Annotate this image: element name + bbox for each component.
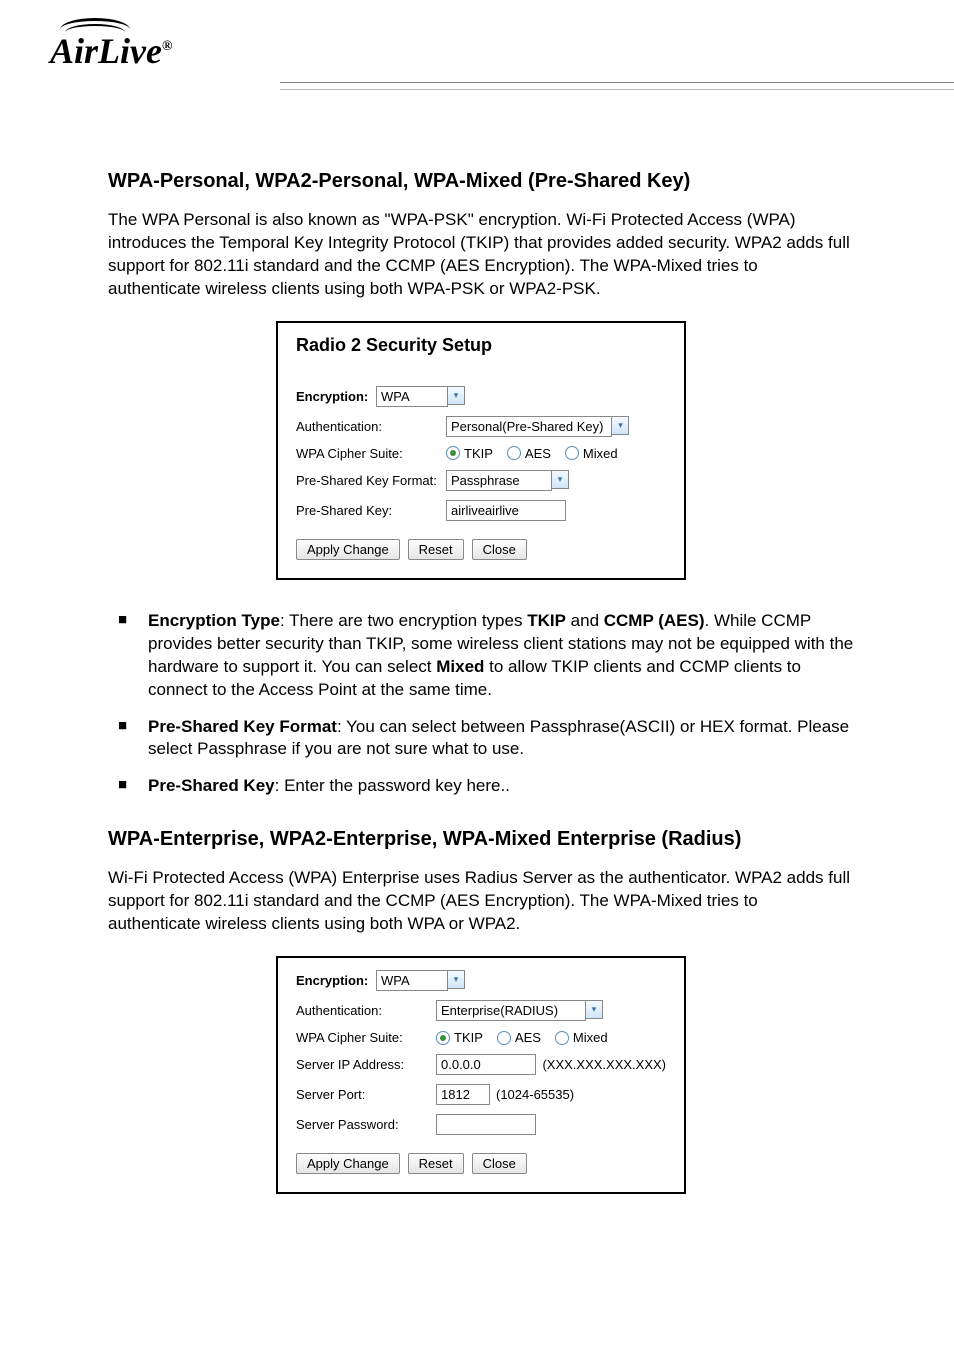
psk-input[interactable]: airliveairlive	[446, 500, 566, 521]
close-button-2[interactable]: Close	[472, 1153, 527, 1174]
section1-title: WPA-Personal, WPA2-Personal, WPA-Mixed (…	[108, 170, 854, 193]
cipher-label-2: WPA Cipher Suite:	[296, 1030, 436, 1045]
reset-button-2[interactable]: Reset	[408, 1153, 464, 1174]
server-ip-label: Server IP Address:	[296, 1057, 436, 1072]
page-header: AirLive®	[0, 0, 954, 130]
section2-title: WPA-Enterprise, WPA2-Enterprise, WPA-Mix…	[108, 828, 854, 851]
bullet-list-1: Encryption Type: There are two encryptio…	[108, 610, 854, 799]
psk-format-label: Pre-Shared Key Format:	[296, 473, 446, 488]
header-divider	[280, 82, 954, 90]
apply-change-button[interactable]: Apply Change	[296, 539, 400, 560]
apply-change-button-2[interactable]: Apply Change	[296, 1153, 400, 1174]
server-ip-hint: (XXX.XXX.XXX.XXX)	[542, 1057, 666, 1072]
authentication-label-2: Authentication:	[296, 1003, 436, 1018]
cipher-radio-aes-2[interactable]: AES	[497, 1030, 541, 1045]
logo: AirLive®	[50, 30, 172, 72]
encryption-select[interactable]: WPA	[376, 386, 448, 407]
server-password-input[interactable]	[436, 1114, 536, 1135]
cipher-radio-mixed-2[interactable]: Mixed	[555, 1030, 608, 1045]
server-password-label: Server Password:	[296, 1117, 436, 1132]
encryption-select-2[interactable]: WPA	[376, 970, 448, 991]
chevron-down-icon[interactable]: ▾	[447, 970, 465, 989]
authentication-select[interactable]: Personal(Pre-Shared Key)	[446, 416, 612, 437]
cipher-radio-tkip-2[interactable]: TKIP	[436, 1030, 483, 1045]
psk-format-select[interactable]: Passphrase	[446, 470, 552, 491]
server-port-hint: (1024-65535)	[496, 1087, 574, 1102]
bullet-psk-format: Pre-Shared Key Format: You can select be…	[108, 716, 854, 762]
security-setup-panel-1: Radio 2 Security Setup Encryption: WPA ▾…	[276, 321, 686, 580]
encryption-label-2: Encryption:	[296, 973, 376, 988]
cipher-radio-tkip[interactable]: TKIP	[446, 446, 493, 461]
chevron-down-icon[interactable]: ▾	[447, 386, 465, 405]
chevron-down-icon[interactable]: ▾	[611, 416, 629, 435]
server-ip-input[interactable]: 0.0.0.0	[436, 1054, 536, 1075]
section2-paragraph: Wi-Fi Protected Access (WPA) Enterprise …	[108, 867, 854, 936]
server-port-label: Server Port:	[296, 1087, 436, 1102]
chevron-down-icon[interactable]: ▾	[551, 470, 569, 489]
authentication-select-2[interactable]: Enterprise(RADIUS)	[436, 1000, 586, 1021]
panel1-title: Radio 2 Security Setup	[296, 335, 666, 356]
cipher-radio-mixed[interactable]: Mixed	[565, 446, 618, 461]
chevron-down-icon[interactable]: ▾	[585, 1000, 603, 1019]
cipher-label: WPA Cipher Suite:	[296, 446, 446, 461]
encryption-label: Encryption:	[296, 389, 376, 404]
cipher-radio-aes[interactable]: AES	[507, 446, 551, 461]
section1-paragraph: The WPA Personal is also known as "WPA-P…	[108, 209, 854, 301]
close-button[interactable]: Close	[472, 539, 527, 560]
bullet-psk: Pre-Shared Key: Enter the password key h…	[108, 775, 854, 798]
server-port-input[interactable]: 1812	[436, 1084, 490, 1105]
authentication-label: Authentication:	[296, 419, 446, 434]
psk-label: Pre-Shared Key:	[296, 503, 446, 518]
bullet-encryption-type: Encryption Type: There are two encryptio…	[108, 610, 854, 702]
security-setup-panel-2: Encryption: WPA ▾ Authentication: Enterp…	[276, 956, 686, 1194]
reset-button[interactable]: Reset	[408, 539, 464, 560]
